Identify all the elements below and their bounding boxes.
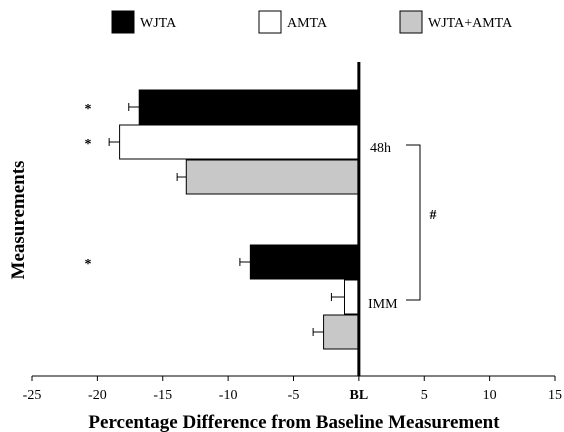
- bars: [108, 89, 360, 350]
- x-tick-label: BL: [350, 388, 369, 403]
- x-axis-title: Percentage Difference from Baseline Meas…: [88, 412, 500, 432]
- x-tick-label: -5: [288, 388, 300, 403]
- axes: -25 -20 -15 -10 -5 BL 5 10 15: [23, 62, 562, 403]
- annotations: * * * 48h IMM #: [85, 102, 437, 312]
- significance-marker-48h-wjta: *: [85, 102, 92, 117]
- legend-label-amta: AMTA: [287, 16, 328, 31]
- legend-swatch-amta: [258, 10, 282, 34]
- group-label-imm: IMM: [368, 297, 398, 312]
- legend: WJTA AMTA WJTA+AMTA: [111, 10, 513, 34]
- x-tick-label: 15: [548, 388, 562, 403]
- significance-marker-imm-wjta: *: [85, 257, 92, 272]
- bar-48h-amta: [119, 124, 360, 160]
- legend-label-wjta-amta: WJTA+AMTA: [428, 16, 513, 31]
- x-tick-label: 10: [483, 388, 497, 403]
- x-tick-label: -15: [153, 388, 172, 403]
- legend-label-wjta: WJTA: [140, 16, 177, 31]
- bar-48h-wjta: [138, 89, 360, 125]
- group-label-48h: 48h: [370, 141, 391, 156]
- bar-imm-wjta: [249, 244, 360, 280]
- bar-imm-amta: [343, 279, 360, 315]
- significance-marker-48h-amta: *: [85, 137, 92, 152]
- x-tick-label: -10: [219, 388, 238, 403]
- comparison-marker: #: [430, 208, 437, 223]
- y-axis-title: Measurements: [8, 161, 29, 280]
- x-tick-label: -20: [88, 388, 107, 403]
- bar-48h-wjta-amta: [185, 159, 360, 195]
- bar-imm-wjta-amta: [323, 314, 360, 350]
- comparison-bracket: [406, 144, 421, 301]
- x-tick-label: 5: [421, 388, 428, 403]
- x-tick-label: -25: [23, 388, 42, 403]
- legend-swatch-wjta: [111, 10, 135, 34]
- legend-swatch-wjta-amta: [399, 10, 423, 34]
